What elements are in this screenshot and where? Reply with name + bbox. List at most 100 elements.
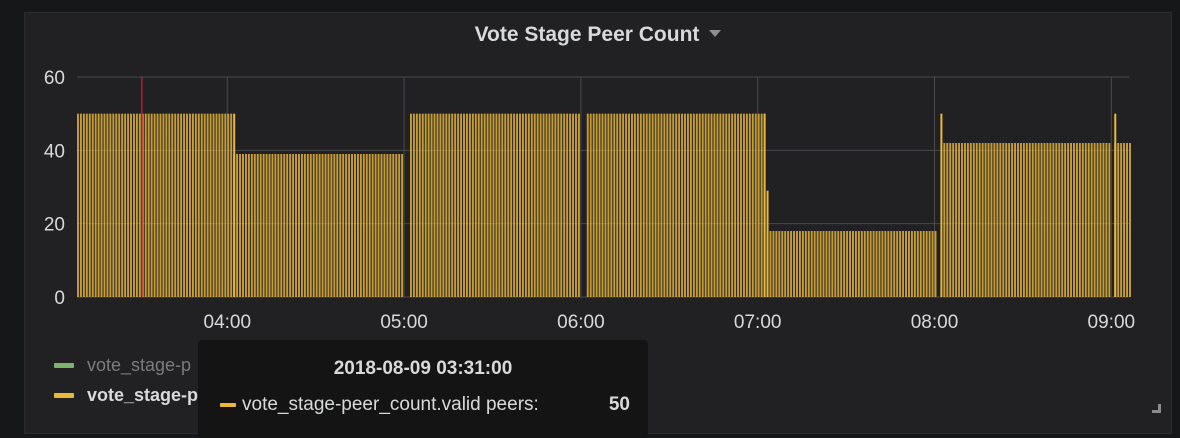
bar <box>1043 143 1046 297</box>
bar <box>572 113 575 298</box>
bar <box>303 154 306 297</box>
bar <box>1093 143 1096 297</box>
bar <box>527 113 530 298</box>
bar <box>801 231 804 297</box>
bar <box>1108 143 1111 297</box>
bar <box>162 113 165 298</box>
bar <box>875 231 878 297</box>
bar <box>427 113 430 298</box>
bar <box>300 154 303 297</box>
bar <box>592 113 595 298</box>
bar <box>533 113 536 298</box>
bar <box>798 231 801 297</box>
bar <box>130 113 132 298</box>
bar <box>813 231 816 297</box>
bar <box>1008 143 1011 297</box>
bar-spike <box>763 113 766 298</box>
bar <box>554 113 557 298</box>
bar <box>1067 143 1070 297</box>
bar <box>259 154 262 297</box>
bar <box>312 154 315 297</box>
bar <box>910 231 913 297</box>
bar <box>489 113 492 298</box>
bar <box>969 143 972 297</box>
bar <box>516 113 519 298</box>
bar <box>905 231 907 297</box>
bar <box>236 154 239 297</box>
bar <box>563 113 566 298</box>
hover-tooltip: 2018-08-09 03:31:00 vote_stage-peer_coun… <box>198 340 648 438</box>
peer-count-chart[interactable]: 0 20 40 60 04:00 05:00 06:00 07:00 08:00 09:00 <box>25 13 1173 343</box>
bar <box>1126 143 1128 297</box>
bar <box>389 154 392 297</box>
bar <box>483 113 486 298</box>
bar <box>377 154 380 297</box>
tooltip-value: 50 <box>608 394 630 415</box>
bar <box>669 113 672 298</box>
bar <box>392 154 395 297</box>
bar <box>539 113 542 298</box>
bar <box>445 113 448 298</box>
bar <box>1075 143 1078 297</box>
caret-down-icon <box>709 29 722 37</box>
bar <box>754 113 757 298</box>
bar <box>961 143 963 297</box>
bar <box>872 231 875 297</box>
bar <box>368 154 371 297</box>
bar <box>919 231 922 297</box>
bar <box>442 113 445 298</box>
bar <box>454 113 457 298</box>
bar <box>896 231 899 297</box>
bar <box>843 231 846 297</box>
bar <box>147 113 150 298</box>
bar <box>972 143 975 297</box>
resize-handle[interactable] <box>1152 404 1161 413</box>
bar <box>412 113 415 298</box>
bar <box>902 231 905 297</box>
x-axis: 04:00 05:00 06:00 07:00 08:00 09:00 <box>204 312 1136 333</box>
bar <box>984 143 987 297</box>
bar <box>362 154 365 297</box>
bar <box>194 113 197 298</box>
bar <box>418 113 421 298</box>
bar <box>793 231 796 297</box>
bar <box>999 143 1002 297</box>
bar <box>681 113 684 298</box>
bar <box>1099 143 1102 297</box>
bar <box>374 154 377 297</box>
bar <box>1040 143 1043 297</box>
bar <box>684 113 686 298</box>
bar <box>760 113 763 298</box>
bar <box>521 113 524 298</box>
bar <box>619 113 622 298</box>
bar <box>757 113 760 298</box>
bar <box>386 154 389 297</box>
bar <box>1129 143 1131 297</box>
bar <box>934 231 937 297</box>
bar <box>1019 143 1022 297</box>
bar <box>197 113 200 298</box>
bar <box>1049 143 1052 297</box>
bar <box>77 113 79 298</box>
bar <box>359 154 362 297</box>
bar <box>286 154 289 297</box>
legend-item-yellow[interactable]: vote_stage-p <box>54 380 198 410</box>
bar <box>112 113 115 298</box>
bar <box>1078 143 1081 297</box>
bar <box>577 113 580 298</box>
bar-spike <box>233 113 236 298</box>
bar <box>993 143 996 297</box>
bar <box>804 231 807 297</box>
bar <box>963 143 966 297</box>
bar <box>356 154 359 297</box>
panel-title-menu[interactable]: Vote Stage Peer Count <box>25 23 1171 47</box>
bar <box>575 113 577 298</box>
y-tick-label: 60 <box>44 68 65 89</box>
bar <box>651 113 654 298</box>
bar <box>722 113 725 298</box>
bar <box>943 143 946 297</box>
bar <box>365 154 368 297</box>
bar <box>545 113 548 298</box>
bar <box>701 113 704 298</box>
legend-item-green[interactable]: vote_stage-p <box>54 350 198 380</box>
